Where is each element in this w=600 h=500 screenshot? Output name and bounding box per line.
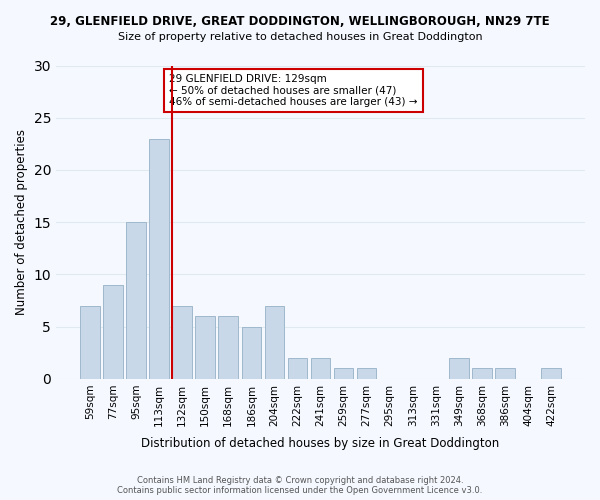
- Bar: [126, 222, 146, 379]
- Bar: [103, 285, 123, 379]
- Bar: [495, 368, 515, 379]
- Y-axis label: Number of detached properties: Number of detached properties: [15, 129, 28, 315]
- Bar: [311, 358, 331, 379]
- Bar: [172, 306, 192, 379]
- Text: 29 GLENFIELD DRIVE: 129sqm
← 50% of detached houses are smaller (47)
46% of semi: 29 GLENFIELD DRIVE: 129sqm ← 50% of deta…: [169, 74, 418, 107]
- Bar: [472, 368, 492, 379]
- Bar: [149, 138, 169, 379]
- Bar: [541, 368, 561, 379]
- Bar: [287, 358, 307, 379]
- Text: Size of property relative to detached houses in Great Doddington: Size of property relative to detached ho…: [118, 32, 482, 42]
- Bar: [334, 368, 353, 379]
- Bar: [357, 368, 376, 379]
- Text: 29, GLENFIELD DRIVE, GREAT DODDINGTON, WELLINGBOROUGH, NN29 7TE: 29, GLENFIELD DRIVE, GREAT DODDINGTON, W…: [50, 15, 550, 28]
- X-axis label: Distribution of detached houses by size in Great Doddington: Distribution of detached houses by size …: [142, 437, 500, 450]
- Bar: [449, 358, 469, 379]
- Text: Contains HM Land Registry data © Crown copyright and database right 2024.
Contai: Contains HM Land Registry data © Crown c…: [118, 476, 482, 495]
- Bar: [80, 306, 100, 379]
- Bar: [265, 306, 284, 379]
- Bar: [218, 316, 238, 379]
- Bar: [196, 316, 215, 379]
- Bar: [242, 326, 261, 379]
